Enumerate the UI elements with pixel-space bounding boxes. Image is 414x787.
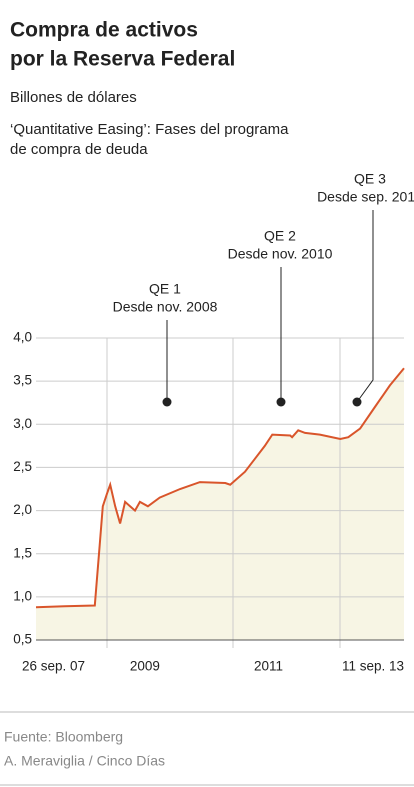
x-tick-label: 26 sep. 07 [22,659,85,674]
annotation-text: Desde nov. 2008 [113,299,218,315]
y-tick-label: 3,5 [13,373,32,388]
note: de compra de deuda [10,141,148,158]
chart-title: Compra de activos [10,19,198,42]
credit: A. Meraviglia / Cinco Días [4,753,165,769]
y-tick-label: 4,0 [13,330,32,345]
annotation-text: Desde sep. 2012 [317,189,414,205]
x-tick-label: 11 sep. 13 [342,659,404,674]
chart-title: por la Reserva Federal [10,48,235,71]
annotation-label: QE 1 [149,281,181,297]
x-tick-label: 2011 [254,659,283,674]
annotation-label: QE 3 [354,171,386,187]
y-tick-label: 3,0 [13,416,32,431]
line [35,367,405,609]
annotation-dot [352,397,362,407]
y-tick-label: 1,5 [13,545,32,560]
area [36,368,404,640]
annotation-dot [276,397,286,407]
source: Fuente: Bloomberg [4,729,123,745]
note: ‘Quantitative Easing’: Fases del program… [10,121,289,138]
x-tick-label: 2009 [130,659,160,674]
y-tick-label: 2,5 [13,459,32,474]
annotation-dot [162,397,172,407]
subtitle: Billones de dólares [10,89,137,106]
y-tick-label: 2,0 [13,502,32,517]
annotation-leader [356,210,374,403]
y-tick-label: 1,0 [13,588,32,603]
annotation-label: QE 2 [264,228,296,244]
y-tick-label: 0,5 [13,632,32,647]
annotation-text: Desde nov. 2010 [228,246,333,262]
